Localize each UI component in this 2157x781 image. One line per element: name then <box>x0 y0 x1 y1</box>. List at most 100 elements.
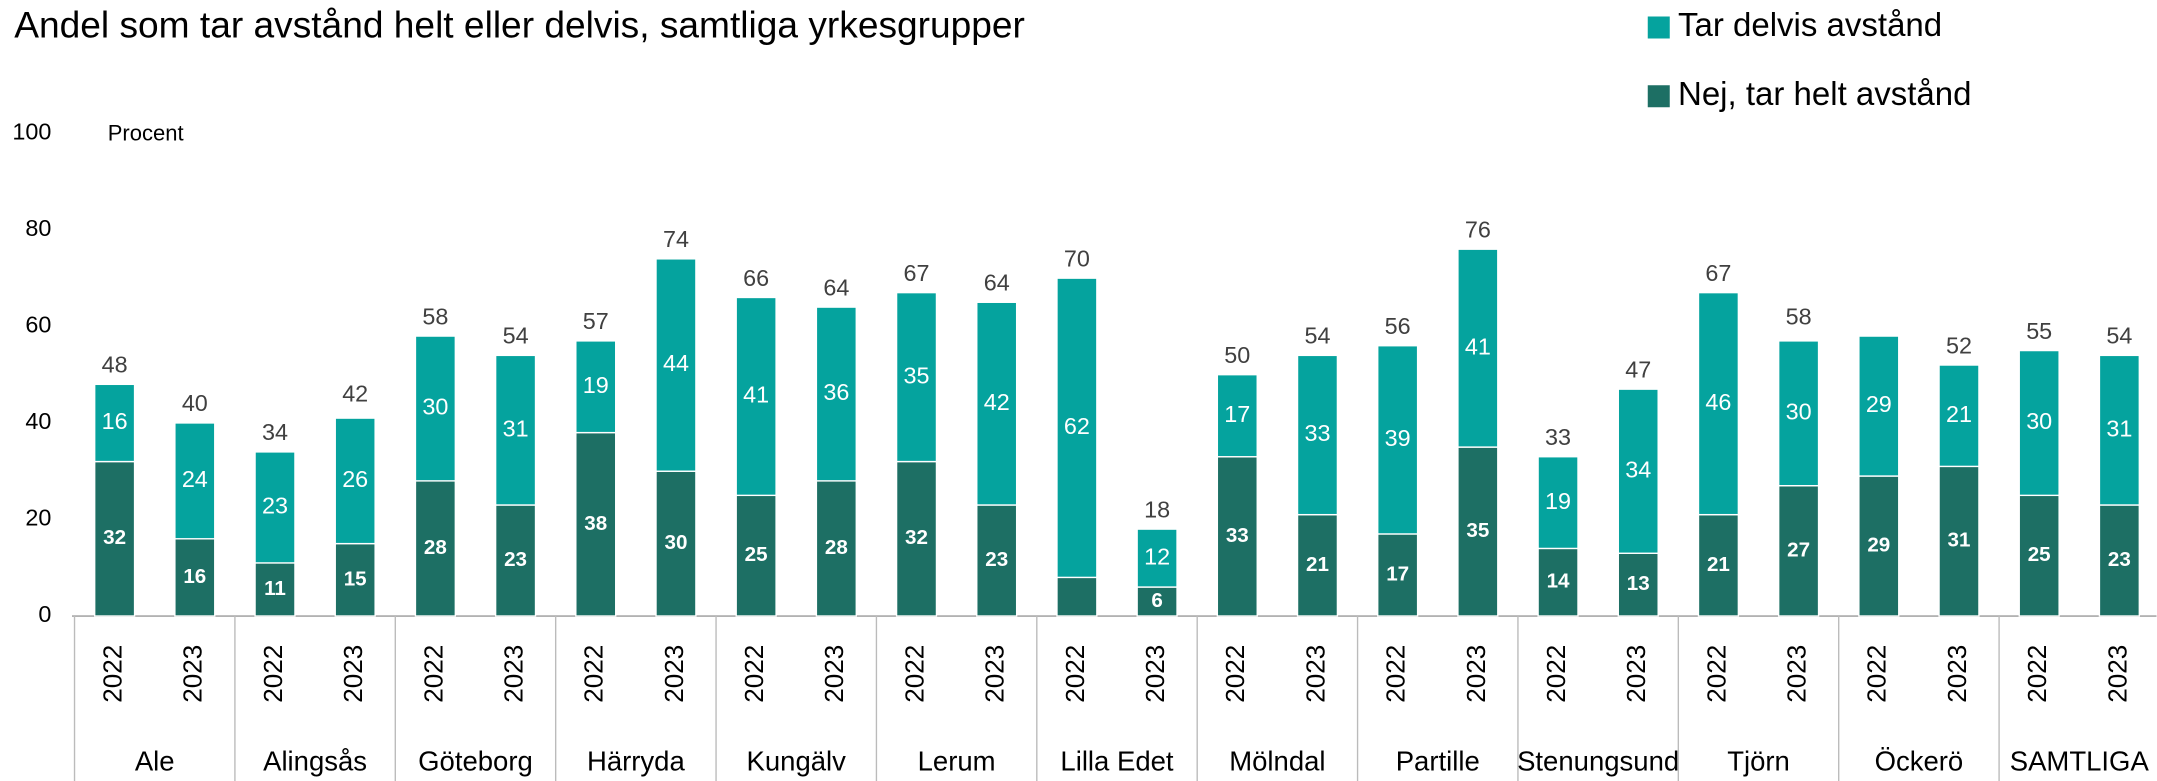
data-label: 21 <box>1707 553 1730 576</box>
bar-segment <box>1216 374 1258 458</box>
data-label: 31 <box>503 415 529 441</box>
data-label: 35 <box>1466 519 1489 542</box>
data-label: 26 <box>342 466 368 492</box>
bar-segment <box>254 562 296 617</box>
x-tick-label: 2023 <box>819 645 849 703</box>
data-label: 29 <box>1866 391 1892 417</box>
bar-segment <box>1136 528 1178 588</box>
bar-segment <box>976 504 1018 617</box>
group-label: SAMTLIGA <box>2010 745 2150 776</box>
bar-segment <box>1777 340 1820 487</box>
x-tick-label: 2023 <box>2102 645 2132 703</box>
bar-segment <box>1296 354 1339 516</box>
bar-segment <box>2018 349 2060 497</box>
total-label: 40 <box>182 390 208 416</box>
legend-label: Tar delvis avstånd <box>1678 6 1942 43</box>
legend-swatch <box>1647 85 1670 108</box>
x-tick-label: 2022 <box>258 645 288 703</box>
bar-segment <box>655 258 697 472</box>
chart-title: Andel som tar avstånd helt eller delvis,… <box>14 3 1025 45</box>
x-tick-label: 2023 <box>980 645 1010 703</box>
x-tick-label: 2022 <box>899 645 929 703</box>
data-label: 25 <box>745 543 768 566</box>
bar-segment <box>1537 456 1579 550</box>
total-label: 58 <box>1786 303 1812 329</box>
y-tick-label: 100 <box>12 119 51 145</box>
bar-segment <box>655 470 697 617</box>
total-label: 42 <box>342 381 368 407</box>
group-label: Tjörn <box>1727 745 1790 776</box>
legend-swatch <box>1647 16 1670 39</box>
x-tick-label: 2022 <box>739 645 769 703</box>
bar-segment <box>254 451 296 564</box>
x-tick-label: 2023 <box>1300 645 1330 703</box>
total-label: 70 <box>1064 245 1090 271</box>
data-label: 30 <box>422 394 448 420</box>
y-tick-label: 0 <box>38 601 51 627</box>
total-label: 18 <box>1144 496 1170 522</box>
group-label: Partille <box>1396 745 1480 776</box>
bar-segment <box>414 480 457 617</box>
bar-segment <box>1858 475 1900 617</box>
legend-label: Nej, tar helt avstånd <box>1678 75 1972 112</box>
data-label: 17 <box>1386 562 1409 585</box>
bar-segment <box>1457 248 1499 448</box>
y-tick-label: 40 <box>25 408 51 434</box>
bar-segment <box>895 460 938 617</box>
bar-segment <box>1377 533 1419 617</box>
group-label: Göteborg <box>418 745 533 776</box>
bar-segment <box>174 422 216 540</box>
total-label: 54 <box>503 323 529 349</box>
x-tick-label: 2023 <box>178 645 208 703</box>
data-label: 16 <box>102 408 128 434</box>
bar-segment <box>1056 277 1098 579</box>
bar-segment <box>2018 494 2060 617</box>
data-label: 38 <box>584 512 607 535</box>
bar-segment <box>1056 576 1098 617</box>
group-label: Öckerö <box>1875 745 1964 776</box>
x-tick-label: 2022 <box>1060 645 1090 703</box>
data-label: 31 <box>2106 415 2132 441</box>
bar-segment <box>1938 364 1980 468</box>
total-label: 33 <box>1545 424 1571 450</box>
bar-segment <box>575 340 617 434</box>
data-label: 30 <box>1786 398 1812 424</box>
data-label: 44 <box>663 350 689 376</box>
group-label: Härryda <box>587 745 686 776</box>
data-label: 23 <box>2108 548 2131 571</box>
x-tick-label: 2023 <box>1461 645 1491 703</box>
bar-segment <box>2098 504 2140 617</box>
data-label: 19 <box>1545 488 1571 514</box>
x-tick-label: 2022 <box>1381 645 1411 703</box>
total-label: 58 <box>422 303 448 329</box>
bar-segment <box>1697 291 1740 516</box>
group-label: Alingsås <box>263 745 367 776</box>
bar-segment <box>334 542 376 617</box>
x-tick-label: 2022 <box>418 645 448 703</box>
data-label: 27 <box>1787 538 1810 561</box>
bar-segment <box>494 354 537 506</box>
bar-segment <box>94 460 136 617</box>
data-label: 30 <box>2026 408 2052 434</box>
total-label: 47 <box>1625 356 1651 382</box>
x-tick-label: 2023 <box>498 645 528 703</box>
total-label: 64 <box>823 274 849 300</box>
data-label: 23 <box>504 548 527 571</box>
data-label: 35 <box>904 362 930 388</box>
data-label: 46 <box>1705 389 1731 415</box>
x-tick-label: 2022 <box>1862 645 1892 703</box>
total-label: 55 <box>2026 318 2052 344</box>
x-tick-label: 2023 <box>1782 645 1812 703</box>
total-label: 64 <box>984 270 1010 296</box>
data-label: 23 <box>262 493 288 519</box>
y-tick-label: 80 <box>25 215 51 241</box>
bar-segment <box>1617 388 1659 554</box>
group-label: Mölndal <box>1229 745 1325 776</box>
data-label: 13 <box>1627 572 1650 595</box>
x-tick-label: 2023 <box>1621 645 1651 703</box>
x-tick-label: 2023 <box>659 645 689 703</box>
bar-segment <box>735 296 777 497</box>
data-label: 11 <box>264 577 286 600</box>
group-label: Kungälv <box>747 745 847 776</box>
